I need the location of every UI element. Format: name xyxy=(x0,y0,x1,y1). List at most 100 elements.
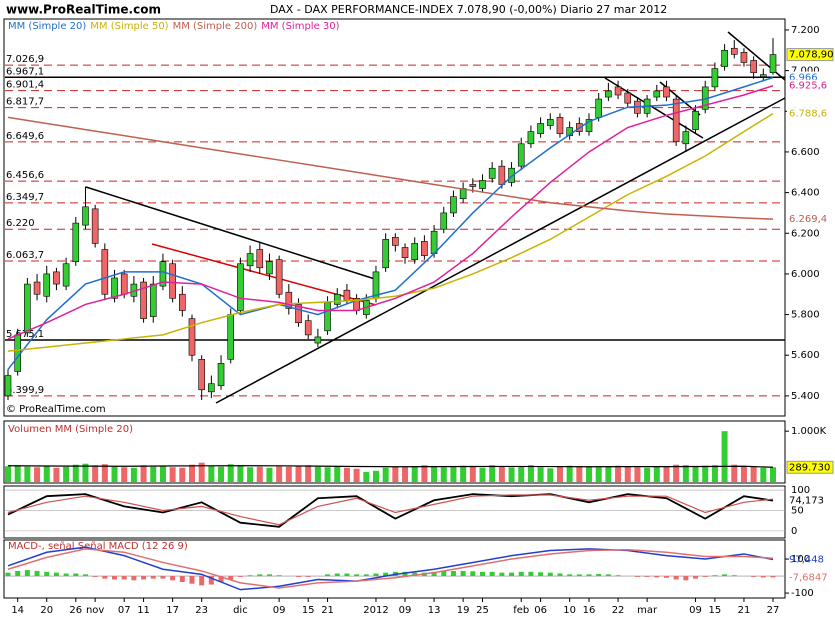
macd-bar xyxy=(237,576,243,577)
macd-bar xyxy=(644,576,650,577)
macd-bar xyxy=(702,576,708,577)
candle-body xyxy=(750,60,757,73)
volume-bar xyxy=(498,466,505,482)
volume-bar xyxy=(537,467,544,482)
x-tick-label: 21 xyxy=(738,605,751,616)
macd-bar xyxy=(460,570,466,577)
macd-bar xyxy=(673,576,679,580)
level-label: 6.349,7 xyxy=(6,192,44,203)
volume-bar xyxy=(469,466,476,482)
macd-bar xyxy=(412,572,418,577)
volume-bar xyxy=(188,464,195,482)
candle-body xyxy=(595,98,602,118)
level-label: 6.817,7 xyxy=(6,97,44,108)
level-label: 6.649,6 xyxy=(6,131,44,142)
macd-bar xyxy=(770,576,776,578)
candle-body xyxy=(605,90,612,98)
macd-bar xyxy=(731,575,737,577)
candle-body xyxy=(246,253,254,267)
volume-bar xyxy=(450,466,457,482)
macd-bar xyxy=(722,574,728,577)
macd-bar xyxy=(363,574,369,577)
macd-bar xyxy=(218,576,224,583)
candle-body xyxy=(624,92,632,104)
y-tick-label: 6.200 xyxy=(791,228,820,239)
chart-title: DAX - DAX PERFORMANCE-INDEX 7.078,90 (-0… xyxy=(270,3,667,16)
macd-bar xyxy=(576,574,582,577)
badge: 97,448 xyxy=(789,554,824,565)
candle-body xyxy=(159,261,167,287)
volume-bar xyxy=(673,464,680,482)
y-tick-label: 6.400 xyxy=(791,188,820,199)
x-tick-label: dic xyxy=(233,605,248,616)
macd-bar xyxy=(538,572,544,577)
candle-body xyxy=(479,180,486,189)
candle-body xyxy=(440,212,448,230)
macd-bar xyxy=(228,576,234,580)
macd-bar xyxy=(693,576,699,579)
candle-body xyxy=(585,119,593,132)
candle-body xyxy=(275,259,283,295)
macd-bar xyxy=(567,574,573,577)
macd-bar xyxy=(44,571,50,577)
volume-bar xyxy=(740,466,747,482)
x-tick-label: 2012 xyxy=(363,605,388,616)
volume-bar xyxy=(605,466,612,482)
x-tick-label: 17 xyxy=(166,605,179,616)
macd-bar xyxy=(266,574,272,577)
macd-bar xyxy=(199,576,205,586)
macd-bar xyxy=(92,576,98,577)
macd-line xyxy=(7,548,774,589)
x-tick-label: 22 xyxy=(612,605,625,616)
macd-bar xyxy=(509,572,515,577)
y-tick-label: 7.000 xyxy=(791,66,820,77)
candle-body xyxy=(508,167,515,183)
volume-bar xyxy=(682,465,689,482)
x-tick-label: mar xyxy=(637,605,658,616)
macd-bar xyxy=(441,570,447,577)
macd-bar xyxy=(663,576,669,578)
volume-bar xyxy=(547,468,554,482)
stochastic-line xyxy=(7,494,774,526)
macd-bar xyxy=(499,572,505,577)
volume-bar xyxy=(43,465,50,482)
moving-average xyxy=(7,76,774,370)
candle-body xyxy=(382,239,389,269)
candle-body xyxy=(692,110,699,130)
macd-bar xyxy=(34,570,40,577)
level-label: 5.399,9 xyxy=(6,385,44,396)
macd-line xyxy=(7,546,774,591)
level-label: 5.675,1 xyxy=(6,329,44,340)
macd-bar xyxy=(141,576,147,580)
x-tick-label: 25 xyxy=(476,605,489,616)
macd-bar xyxy=(247,575,253,577)
volume-bar xyxy=(576,466,583,482)
x-tick-label: 07 xyxy=(118,605,131,616)
candle-body xyxy=(711,68,719,88)
level-label: 6.220 xyxy=(6,218,35,229)
volume-bar xyxy=(130,467,137,482)
macd-bar xyxy=(24,570,30,577)
volume-bar xyxy=(750,466,757,482)
macd-title: MACD-, señal Señal MACD (12 26 9) xyxy=(8,541,188,552)
y-tick-label: 100 xyxy=(791,554,810,565)
volume-ma xyxy=(7,465,774,468)
moving-average xyxy=(7,85,774,340)
macd-bar xyxy=(296,576,302,577)
volume-bar xyxy=(305,465,312,482)
macd-bar xyxy=(615,575,621,577)
volume-bar xyxy=(92,465,99,482)
volume-bar xyxy=(615,465,622,482)
x-tick-label: 16 xyxy=(583,605,596,616)
candle-body xyxy=(82,206,89,226)
volume-bar xyxy=(266,467,273,482)
volume-bar xyxy=(518,466,525,482)
y-tick-label: 0 xyxy=(791,526,797,537)
macd-bar xyxy=(5,572,11,577)
volume-bar xyxy=(314,466,321,482)
candle-body xyxy=(401,247,409,258)
x-tick-label: feb xyxy=(513,605,529,616)
volume-bar xyxy=(566,465,573,482)
